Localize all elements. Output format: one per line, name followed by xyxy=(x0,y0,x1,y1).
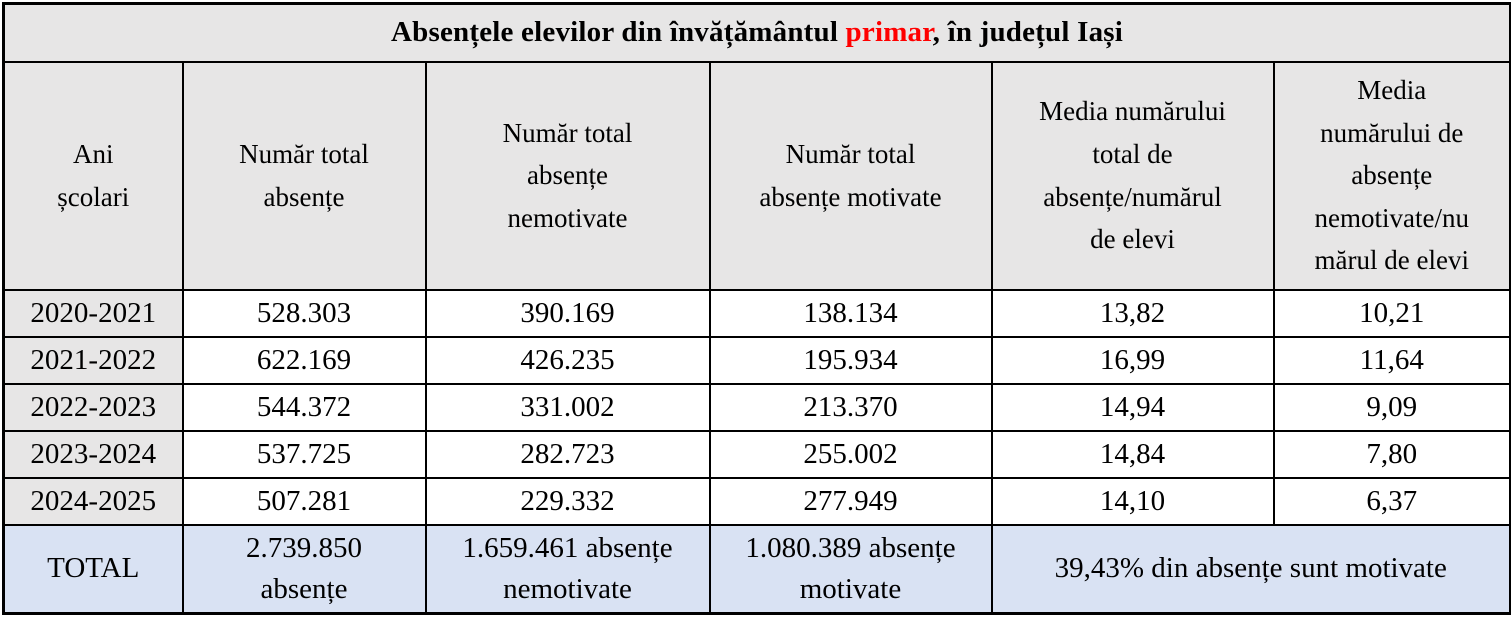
unexcused-absences-cell: 229.332 xyxy=(424,476,711,526)
unexcused-absences-cell: 426.235 xyxy=(424,335,711,385)
header-avg-unexcused-per-student: Media numărului de absențe nemotivate/nu… xyxy=(1272,60,1511,291)
avg-total-cell: 14,84 xyxy=(990,429,1275,479)
total-absences-sum-cell: 2.739.850 absențe xyxy=(181,523,427,615)
avg-total-cell: 14,94 xyxy=(990,382,1275,432)
table-row: 2020-2021 528.303 390.169 138.134 13,82 … xyxy=(2,288,1511,338)
total-excused-sum-cell: 1.080.389 absențe motivate xyxy=(708,523,993,615)
unexcused-absences-cell: 282.723 xyxy=(424,429,711,479)
title-row: Absențele elevilor din învățământul prim… xyxy=(2,2,1511,63)
total-summary-cell: 39,43% din absențe sunt motivate xyxy=(990,523,1511,615)
title-highlight: primar xyxy=(845,16,933,49)
total-absences-cell: 528.303 xyxy=(181,288,427,338)
avg-unexcused-cell: 7,80 xyxy=(1272,429,1511,479)
year-cell: 2024-2025 xyxy=(2,476,184,526)
year-cell: 2023-2024 xyxy=(2,429,184,479)
total-unexcused-sum-cell: 1.659.461 absențe nemotivate xyxy=(424,523,711,615)
table-row: 2023-2024 537.725 282.723 255.002 14,84 … xyxy=(2,429,1511,479)
avg-unexcused-cell: 6,37 xyxy=(1272,476,1511,526)
year-cell: 2020-2021 xyxy=(2,288,184,338)
table-row: 2024-2025 507.281 229.332 277.949 14,10 … xyxy=(2,476,1511,526)
avg-unexcused-cell: 10,21 xyxy=(1272,288,1511,338)
year-cell: 2022-2023 xyxy=(2,382,184,432)
year-cell: 2021-2022 xyxy=(2,335,184,385)
total-absences-cell: 544.372 xyxy=(181,382,427,432)
unexcused-absences-cell: 331.002 xyxy=(424,382,711,432)
header-total-absences: Număr total absențe xyxy=(181,60,427,291)
header-school-years: Ani școlari xyxy=(2,60,184,291)
avg-total-cell: 14,10 xyxy=(990,476,1275,526)
excused-absences-cell: 213.370 xyxy=(708,382,993,432)
header-avg-total-per-student: Media numărului total de absențe/numărul… xyxy=(990,60,1275,291)
title-text-before: Absențele elevilor din învățământul xyxy=(390,16,846,49)
table-row: 2021-2022 622.169 426.235 195.934 16,99 … xyxy=(2,335,1511,385)
table-row: 2022-2023 544.372 331.002 213.370 14,94 … xyxy=(2,382,1511,432)
title-text-after: , în județul Iași xyxy=(932,16,1124,49)
excused-absences-cell: 195.934 xyxy=(708,335,993,385)
total-absences-cell: 622.169 xyxy=(181,335,427,385)
total-row: TOTAL 2.739.850 absențe 1.659.461 absenț… xyxy=(2,523,1511,615)
total-absences-cell: 507.281 xyxy=(181,476,427,526)
excused-absences-cell: 138.134 xyxy=(708,288,993,338)
excused-absences-cell: 277.949 xyxy=(708,476,993,526)
header-row: Ani școlari Număr total absențe Număr to… xyxy=(2,60,1511,291)
total-absences-cell: 537.725 xyxy=(181,429,427,479)
avg-unexcused-cell: 9,09 xyxy=(1272,382,1511,432)
avg-unexcused-cell: 11,64 xyxy=(1272,335,1511,385)
avg-total-cell: 13,82 xyxy=(990,288,1275,338)
avg-total-cell: 16,99 xyxy=(990,335,1275,385)
unexcused-absences-cell: 390.169 xyxy=(424,288,711,338)
table-title: Absențele elevilor din învățământul prim… xyxy=(2,2,1511,63)
total-label-cell: TOTAL xyxy=(2,523,184,615)
header-excused-absences: Număr total absențe motivate xyxy=(708,60,993,291)
excused-absences-cell: 255.002 xyxy=(708,429,993,479)
header-unexcused-absences: Număr total absențe nemotivate xyxy=(424,60,711,291)
